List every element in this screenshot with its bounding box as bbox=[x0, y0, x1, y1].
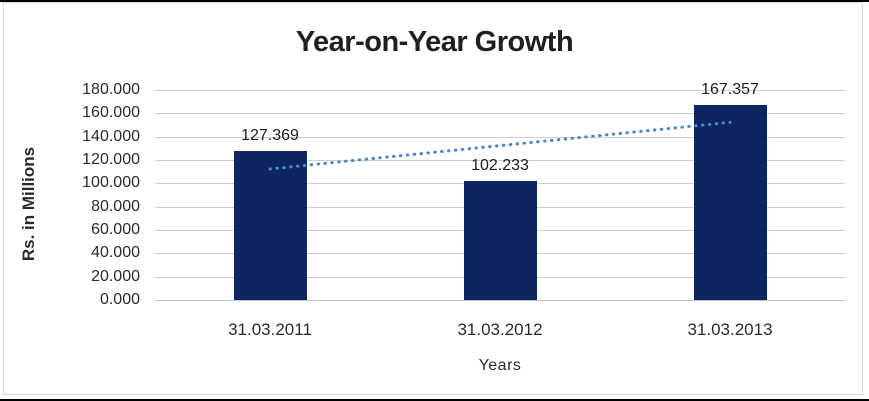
y-tick-label: 180.000 bbox=[82, 81, 140, 98]
bar-value-label: 102.233 bbox=[471, 156, 529, 174]
bar-value-label: 167.357 bbox=[701, 80, 759, 98]
plot-area: 127.369 102.233 167.357 bbox=[155, 81, 845, 301]
y-tick-label: 80.000 bbox=[91, 197, 140, 215]
bar-value-label: 127.369 bbox=[241, 127, 299, 145]
chart-title: Year-on-Year Growth bbox=[295, 26, 574, 58]
y-tick-label: 20.000 bbox=[91, 267, 140, 285]
bar bbox=[463, 180, 537, 300]
y-tick-label: 160.000 bbox=[82, 104, 140, 122]
trendline bbox=[268, 120, 732, 171]
x-axis-tick-labels: 31.03.2011 31.03.2012 31.03.2013 bbox=[155, 320, 845, 340]
gridline bbox=[155, 160, 845, 161]
x-tick-label: 31.03.2013 bbox=[687, 320, 773, 339]
bar bbox=[233, 151, 307, 300]
gridline bbox=[155, 90, 845, 91]
x-tick-label: 31.03.2012 bbox=[457, 320, 543, 339]
y-tick-label: 60.000 bbox=[91, 221, 140, 238]
bar bbox=[693, 104, 767, 300]
x-axis-baseline bbox=[155, 300, 845, 301]
gridline bbox=[155, 113, 845, 115]
y-tick-label: 100.000 bbox=[82, 174, 140, 192]
y-tick-label: 0.000 bbox=[99, 291, 140, 308]
gridline bbox=[155, 136, 845, 138]
y-tick-label: 140.000 bbox=[82, 127, 140, 145]
y-tick-label: 40.000 bbox=[91, 244, 140, 262]
y-tick-label: 120.000 bbox=[82, 151, 140, 168]
y-axis-tick-labels: 0.000 20.000 40.000 60.000 80.000 100.000 120.… bbox=[0, 81, 140, 308]
x-tick-label: 31.03.2011 bbox=[228, 320, 312, 339]
x-axis-title: Years bbox=[478, 357, 522, 374]
